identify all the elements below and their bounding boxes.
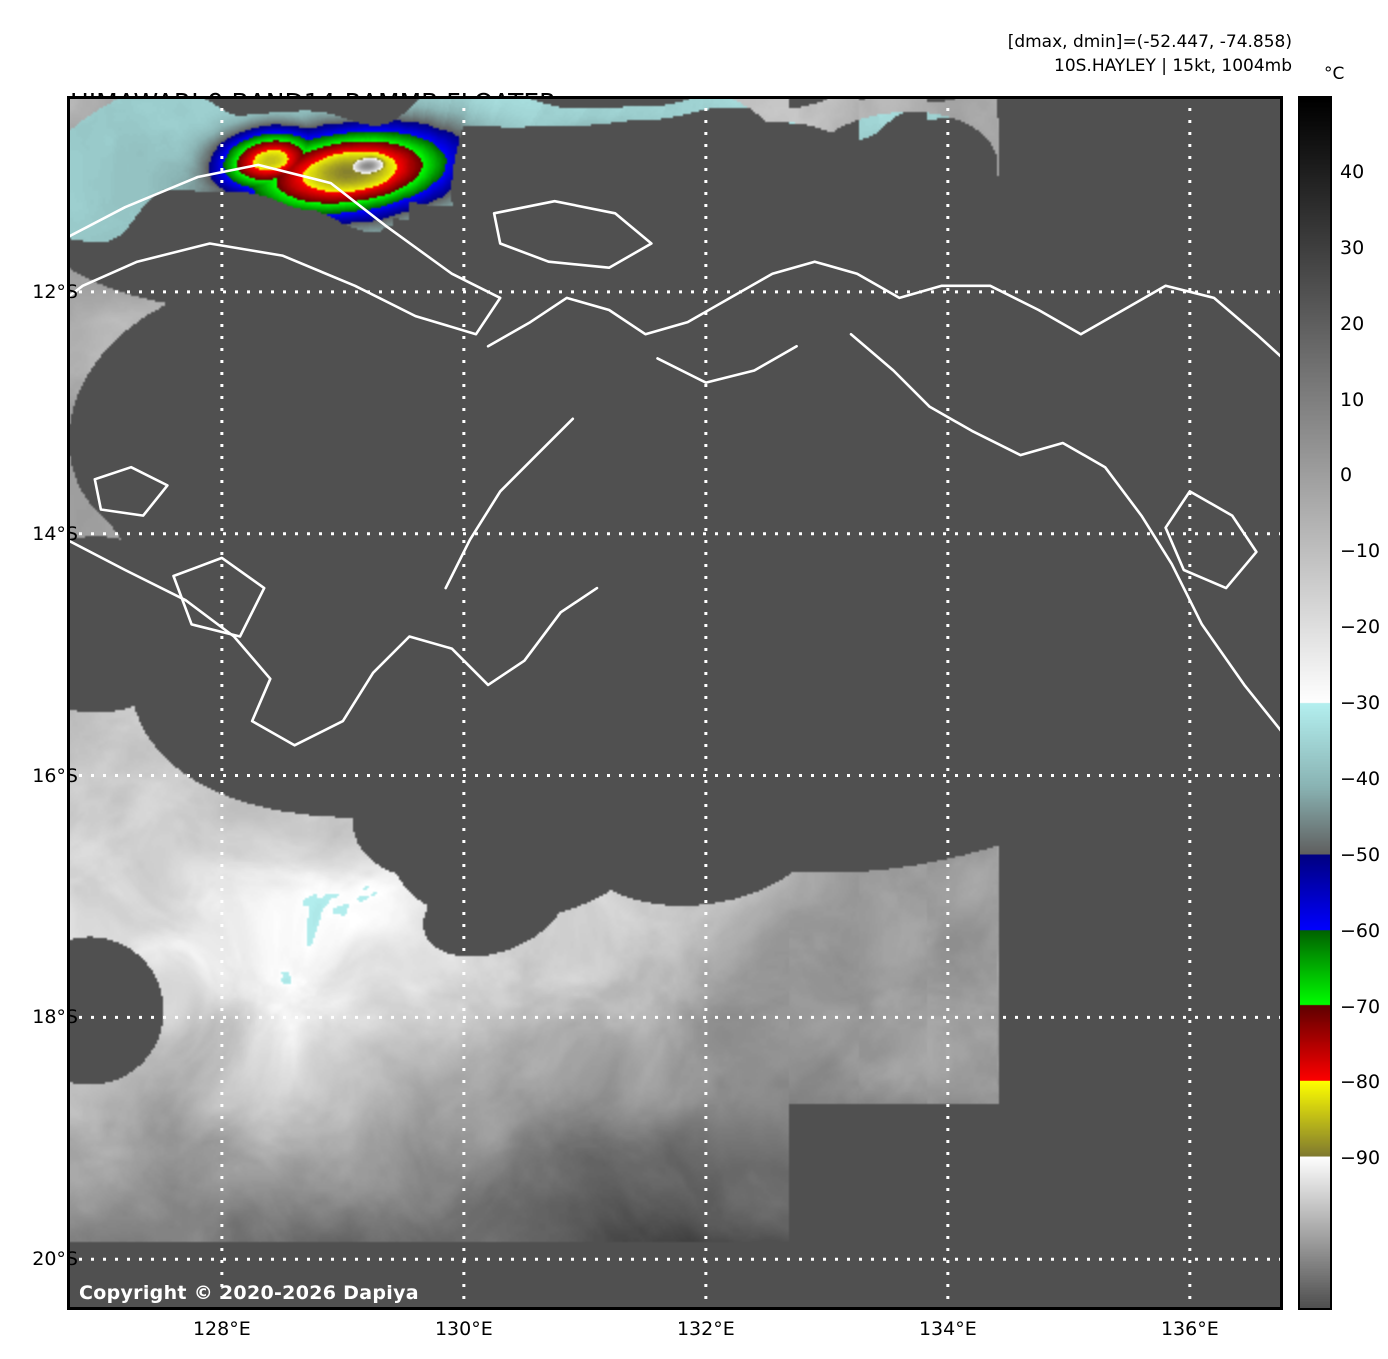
colorbar-tick-minus20: −20 bbox=[1340, 616, 1381, 639]
colorbar-tick-minus30: −30 bbox=[1340, 692, 1381, 714]
coastline-segment-0 bbox=[67, 163, 502, 336]
lon-tick-130E: 130°E bbox=[434, 1318, 493, 1340]
colorbar-tick-minus90: −90 bbox=[1340, 1147, 1381, 1170]
satellite-imagery-canvas bbox=[67, 96, 1283, 1310]
coastline-segment-4 bbox=[486, 260, 1283, 360]
coastline-segment-5 bbox=[492, 199, 653, 269]
coastline-segment-7 bbox=[849, 332, 1283, 735]
colorbar-tick-30: 30 bbox=[1340, 236, 1365, 259]
lat-tick-16S: 16°S bbox=[32, 764, 78, 787]
colorbar-tick-40: 40 bbox=[1340, 160, 1365, 183]
lat-tick-18S: 18°S bbox=[32, 1006, 78, 1029]
coastline-segment-9 bbox=[656, 345, 798, 384]
metadata-block: [dmax, dmin]=(-52.447, -74.858) 10S.HAYL… bbox=[1008, 30, 1292, 78]
coastline-overlay bbox=[67, 163, 1283, 747]
coastline-segment-1 bbox=[93, 465, 169, 517]
dmax-dmin-label: [dmax, dmin]=(-52.447, -74.858) bbox=[1007, 32, 1292, 52]
lat-tick-14S: 14°S bbox=[32, 522, 78, 545]
lon-tick-134E: 134°E bbox=[918, 1318, 977, 1340]
colorbar-tick-minus10: −10 bbox=[1340, 540, 1381, 563]
colorbar-tick-10: 10 bbox=[1340, 388, 1365, 411]
copyright-label: Copyright © 2020-2026 Dapiya bbox=[79, 1282, 419, 1304]
lat-tick-20S: 20°S bbox=[32, 1248, 78, 1271]
lat-lon-gridlines bbox=[67, 96, 1283, 1310]
colorbar-tick-minus40: −40 bbox=[1340, 767, 1381, 790]
coastline-segment-2 bbox=[172, 556, 266, 638]
colorbar-tick-minus80: −80 bbox=[1340, 1071, 1381, 1094]
storm-info-label: 10S.HAYLEY | 15kt, 1004mb bbox=[1054, 56, 1292, 76]
colorbar-tick-0: 0 bbox=[1340, 464, 1353, 487]
colorbar-tick-minus60: −60 bbox=[1340, 919, 1381, 942]
colorbar-tick-20: 20 bbox=[1340, 312, 1365, 335]
lon-tick-132E: 132°E bbox=[676, 1318, 735, 1340]
lat-tick-12S: 12°S bbox=[32, 280, 78, 303]
coastline-segment-8 bbox=[444, 417, 575, 590]
satellite-image-plot: Copyright © 2020-2026 Dapiya bbox=[67, 96, 1283, 1310]
colorbar-unit-label: °C bbox=[1324, 64, 1345, 84]
coastline-segment-6 bbox=[1164, 490, 1258, 590]
lon-tick-128E: 128°E bbox=[192, 1318, 251, 1340]
coastline-segment-3 bbox=[67, 538, 599, 747]
lon-tick-136E: 136°E bbox=[1160, 1318, 1219, 1340]
colorbar bbox=[1298, 96, 1332, 1310]
colorbar-tick-minus50: −50 bbox=[1340, 843, 1381, 866]
colorbar-gradient bbox=[1300, 98, 1330, 1308]
colorbar-tick-minus70: −70 bbox=[1340, 995, 1381, 1018]
